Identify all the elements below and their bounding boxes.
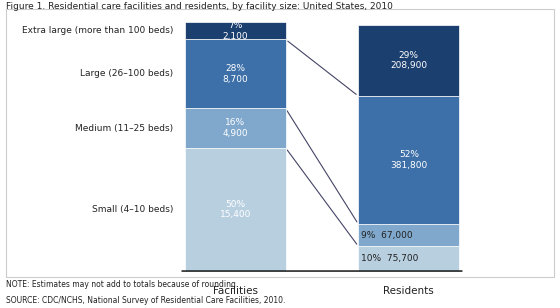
Text: Figure 1. Residential care facilities and residents, by facility size: United St: Figure 1. Residential care facilities an… <box>6 2 393 10</box>
Text: 50%
15,400: 50% 15,400 <box>220 200 251 219</box>
FancyBboxPatch shape <box>185 108 286 148</box>
Text: Extra large (more than 100 beds): Extra large (more than 100 beds) <box>22 26 174 35</box>
Text: 52%
381,800: 52% 381,800 <box>390 151 427 170</box>
FancyBboxPatch shape <box>185 22 286 39</box>
Text: Residents: Residents <box>384 286 434 296</box>
Text: 10%  75,700: 10% 75,700 <box>361 254 418 263</box>
Text: Medium (11–25 beds): Medium (11–25 beds) <box>76 124 174 133</box>
Text: 29%
208,900: 29% 208,900 <box>390 51 427 70</box>
Text: Large (26–100 beds): Large (26–100 beds) <box>81 69 174 79</box>
FancyBboxPatch shape <box>358 224 459 246</box>
Text: Facilities: Facilities <box>213 286 258 296</box>
Text: 7%
2,100: 7% 2,100 <box>222 21 248 40</box>
FancyBboxPatch shape <box>358 25 459 96</box>
FancyBboxPatch shape <box>358 96 459 224</box>
Text: 28%
8,700: 28% 8,700 <box>222 64 248 83</box>
FancyBboxPatch shape <box>358 246 459 271</box>
Text: SOURCE: CDC/NCHS, National Survey of Residential Care Facilities, 2010.: SOURCE: CDC/NCHS, National Survey of Res… <box>6 296 285 305</box>
Text: Small (4–10 beds): Small (4–10 beds) <box>92 205 174 214</box>
FancyBboxPatch shape <box>185 39 286 108</box>
Text: NOTE: Estimates may not add to totals because of rounding.: NOTE: Estimates may not add to totals be… <box>6 280 238 289</box>
FancyBboxPatch shape <box>185 148 286 271</box>
Text: 9%  67,000: 9% 67,000 <box>361 231 413 240</box>
Text: 16%
4,900: 16% 4,900 <box>222 119 248 138</box>
